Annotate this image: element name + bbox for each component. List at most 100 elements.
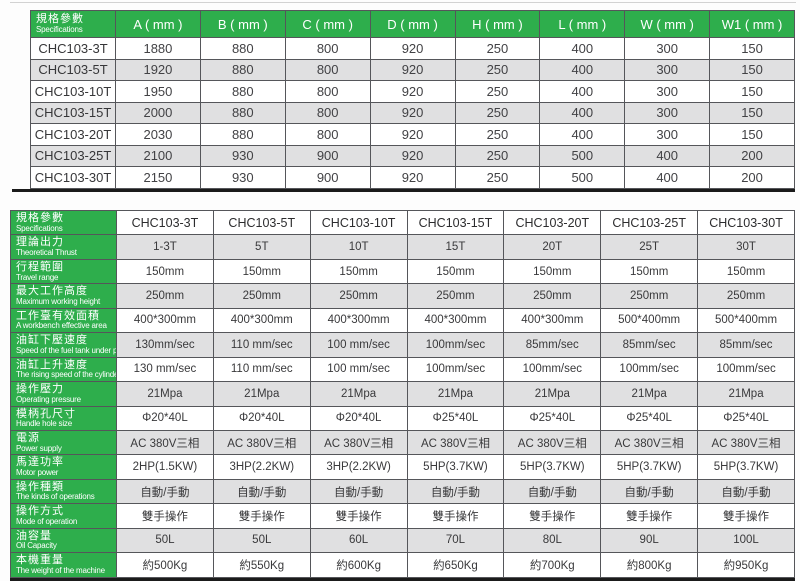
value-cell: AC 380V三相 (503, 429, 602, 456)
value-cell: 300 (624, 101, 711, 124)
column-header: A ( mm ) (115, 10, 201, 38)
value-cell: 300 (624, 80, 711, 103)
value-cell: 10T (309, 234, 408, 260)
spec-label-cell: 規格參數 Specifications (30, 10, 116, 38)
label-en: Operating pressure (16, 394, 81, 404)
spec-label-cell: 油容量 Oil Capacity (10, 527, 117, 554)
model-name-cell: CHC103-15T (30, 101, 116, 124)
label-en: The weight of the machine (16, 565, 105, 575)
data-row: 理論出力 Theoretical Thrust 1-3T 5T 10T 15T 20T 25T… (10, 234, 795, 260)
column-header: CHC103-25T (600, 209, 699, 236)
value-cell: 5T (212, 234, 311, 260)
value-cell: 自動/手動 (600, 478, 699, 505)
dimensions-table-section: 規格參數 Specifications A ( mm ) B ( mm ) C ( mm… (12, 10, 795, 192)
value-cell: AC 380V三相 (406, 429, 505, 456)
value-cell: 400*300mm (212, 307, 311, 334)
value-cell: 880 (199, 80, 286, 103)
value-cell: 雙手操作 (697, 503, 795, 529)
value-cell: 1950 (115, 80, 201, 103)
spec-label-cell: 規格參數 Specifications (10, 209, 117, 236)
value-cell: 250 (454, 166, 541, 189)
value-cell: 250 (454, 144, 541, 167)
value-cell: 雙手操作 (600, 503, 699, 529)
value-cell: 920 (369, 144, 456, 167)
label-zh: 操作方式 (16, 505, 64, 518)
value-cell: 500*400mm (600, 307, 699, 334)
value-cell: 150 (709, 123, 795, 146)
data-row: 馬達功率 Motor power 2HP(1.5KW) 3HP(2.2KW) 3HP(2… (10, 454, 795, 480)
model-name-cell: CHC103-20T (30, 123, 116, 146)
value-cell: 150mm (116, 258, 214, 285)
value-cell: 21Mpa (309, 381, 408, 407)
label-en: The rising speed of the cylinder (16, 370, 117, 380)
value-cell: 2150 (115, 166, 201, 189)
value-cell: 100mm/sec (600, 356, 699, 383)
value-cell: 85mm/sec (503, 332, 602, 358)
value-cell: 920 (369, 80, 456, 103)
value-cell: 150mm (600, 258, 699, 285)
value-cell: 自動/手動 (406, 478, 505, 505)
value-cell: 920 (369, 123, 456, 146)
column-header: B ( mm ) (199, 10, 286, 38)
label-zh: 模柄孔尺寸 (16, 407, 76, 420)
value-cell: 110 mm/sec (212, 356, 311, 383)
value-cell: Φ20*40L (212, 405, 311, 431)
value-cell: 85mm/sec (600, 332, 699, 358)
column-header: C ( mm ) (284, 10, 371, 38)
value-cell: 400*300mm (406, 307, 505, 334)
value-cell: 250 (454, 37, 541, 60)
value-cell: 500*400mm (697, 307, 795, 334)
value-cell: 100mm/sec (406, 356, 505, 383)
value-cell: 約700Kg (503, 552, 602, 578)
value-cell: 400 (624, 166, 711, 189)
label-en: Specifications (16, 223, 63, 233)
value-cell: 920 (369, 101, 456, 124)
value-cell: 50L (116, 527, 214, 554)
specifications-table: 規格參數 Specifications CHC103-3T CHC103-5T CHC1… (10, 209, 795, 578)
value-cell: 400 (539, 101, 626, 124)
value-cell: 880 (199, 37, 286, 60)
model-name-cell: CHC103-10T (30, 80, 116, 103)
spec-label-cell: 電源 Power supply (10, 429, 117, 456)
value-cell: 約600Kg (309, 552, 408, 578)
value-cell: 自動/手動 (212, 478, 311, 505)
spec-label-cell: 油缸上升速度 The rising speed of the cylinder (10, 356, 117, 383)
label-zh: 油缸上升速度 (16, 358, 88, 371)
value-cell: 2100 (115, 144, 201, 167)
value-cell: 21Mpa (116, 381, 214, 407)
value-cell: 5HP(3.7KW) (697, 454, 795, 480)
label-zh: 馬達功率 (16, 456, 64, 469)
value-cell: 雙手操作 (212, 503, 311, 529)
label-en: Maximum working height (16, 296, 101, 306)
value-cell: 100 mm/sec (309, 356, 408, 383)
value-cell: 300 (624, 37, 711, 60)
value-cell: 雙手操作 (309, 503, 408, 529)
value-cell: 20T (503, 234, 602, 260)
value-cell: 200 (709, 166, 795, 189)
value-cell: 1920 (115, 58, 201, 81)
value-cell: 5HP(3.7KW) (503, 454, 602, 480)
data-row: 模柄孔尺寸 Handle hole size Φ20*40L Φ20*40L Φ20*4… (10, 405, 795, 431)
value-cell: 400*300mm (309, 307, 408, 334)
value-cell: 15T (406, 234, 505, 260)
data-row: 最大工作高度 Maximum working height 250mm 250mm 25… (10, 283, 795, 309)
spec-label-cell: 操作壓力 Operating pressure (10, 381, 117, 407)
value-cell: 930 (199, 166, 286, 189)
value-cell: 100mm/sec (406, 332, 505, 358)
model-name-cell: CHC103-25T (30, 144, 116, 167)
value-cell: 800 (284, 101, 371, 124)
label-zh: 本機重量 (16, 554, 64, 567)
spec-label-cell: 理論出力 Theoretical Thrust (10, 234, 117, 260)
value-cell: 雙手操作 (503, 503, 602, 529)
value-cell: 自動/手動 (503, 478, 602, 505)
value-cell: 約550Kg (212, 552, 311, 578)
data-row: CHC103-15T 2000 880 800 920 250 400 300 150 (30, 101, 795, 124)
value-cell: 150 (709, 58, 795, 81)
data-row: CHC103-20T 2030 880 800 920 250 400 300 150 (30, 123, 795, 146)
label-en: Handle hole size (16, 419, 72, 429)
data-row: CHC103-30T 2150 930 900 920 250 500 400 200 (30, 166, 795, 189)
label-zh: 最大工作高度 (16, 285, 88, 298)
value-cell: 50L (212, 527, 311, 554)
data-row: 油缸上升速度 The rising speed of the cylinder 13… (10, 356, 795, 383)
value-cell: 自動/手動 (116, 478, 214, 505)
